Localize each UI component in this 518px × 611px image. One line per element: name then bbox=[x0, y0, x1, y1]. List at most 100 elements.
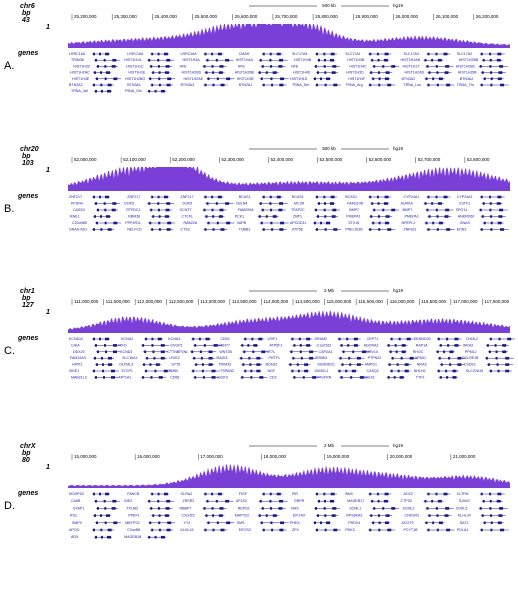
gene-exon bbox=[157, 499, 160, 503]
gene-exon bbox=[145, 337, 148, 341]
gene-exon bbox=[482, 58, 485, 62]
gene-exon bbox=[158, 71, 161, 74]
gene-label: HIST1H1D bbox=[290, 77, 308, 81]
gene-label: AP1S2 bbox=[236, 499, 247, 503]
gene-exon bbox=[338, 337, 341, 341]
gene-label: MOSPD2 bbox=[69, 492, 84, 496]
gene-exon bbox=[270, 77, 273, 81]
gene-label: LRIF1 bbox=[267, 337, 277, 341]
gene-exon bbox=[157, 202, 160, 205]
gene-exon bbox=[497, 221, 502, 225]
gene-exon bbox=[424, 202, 427, 205]
gene-exon bbox=[497, 52, 502, 56]
gene-exon bbox=[99, 492, 101, 496]
gene-exon bbox=[324, 228, 327, 231]
gene-exon bbox=[96, 77, 98, 81]
gene-exon bbox=[204, 195, 207, 199]
gene-exon bbox=[208, 350, 213, 354]
gene-exon bbox=[95, 344, 97, 347]
gene-exon bbox=[250, 369, 253, 373]
gene-exon bbox=[149, 77, 152, 81]
gene-exon bbox=[269, 499, 272, 503]
gene-exon bbox=[500, 228, 505, 231]
gene-exon bbox=[394, 344, 397, 347]
gene-exon bbox=[353, 337, 358, 341]
gene-exon bbox=[436, 528, 439, 532]
gene-label: IGSF3 bbox=[217, 375, 227, 379]
gene-label: EDN3 bbox=[457, 227, 467, 231]
gene-exon bbox=[377, 58, 380, 62]
chrom-label: chr20 bbox=[20, 146, 39, 153]
gene-exon bbox=[104, 507, 107, 510]
gene-exon bbox=[304, 369, 309, 373]
gene-label: KCNA3 bbox=[168, 337, 180, 341]
gene-exon bbox=[251, 337, 254, 341]
gene-exon bbox=[446, 376, 449, 379]
gene-label: ACE2 bbox=[404, 492, 413, 496]
gene-exon bbox=[306, 337, 311, 341]
gene-label: SLC17A1 bbox=[345, 52, 360, 56]
gene-exon bbox=[448, 356, 451, 360]
gene-label: PDK3 bbox=[345, 528, 354, 532]
gene-exon bbox=[309, 350, 314, 354]
gene-exon bbox=[258, 514, 261, 517]
gene-exon bbox=[149, 221, 152, 225]
gene-exon bbox=[457, 363, 462, 366]
gene-label: ATP1A1 bbox=[118, 375, 131, 379]
gene-exon bbox=[205, 514, 208, 517]
gene-exon bbox=[348, 356, 351, 360]
gene-exon bbox=[432, 521, 435, 525]
gene-exon bbox=[152, 514, 155, 517]
gene-exon bbox=[102, 363, 104, 366]
gene-exon bbox=[323, 65, 326, 68]
gene-exon bbox=[302, 376, 305, 379]
gene-exon bbox=[424, 58, 427, 62]
gene-label: TFAP2C bbox=[291, 208, 305, 212]
assembly-label: hg19 bbox=[393, 3, 404, 8]
gene-exon bbox=[498, 71, 503, 74]
gene-label: FAM19A3 bbox=[70, 356, 86, 360]
gene-exon bbox=[104, 344, 106, 347]
gene-label: FAM210B bbox=[347, 201, 363, 205]
gene-label: BTN3A2 bbox=[460, 77, 474, 81]
gene-exon bbox=[350, 376, 353, 379]
gene-exon bbox=[481, 215, 484, 218]
gene-exon bbox=[426, 507, 429, 510]
gene-label: ACOT9 bbox=[402, 521, 414, 525]
gene-label: CAPZA1 bbox=[319, 350, 333, 354]
gene-exon bbox=[107, 228, 112, 231]
gene-label: ZRSR2 bbox=[183, 499, 195, 503]
gene-exon bbox=[142, 376, 145, 379]
gene-exon bbox=[249, 363, 252, 366]
gene-exon bbox=[152, 71, 155, 74]
gene-exon bbox=[111, 208, 116, 212]
gene-exon bbox=[320, 521, 322, 525]
gene-exon bbox=[96, 521, 98, 525]
gene-exon bbox=[205, 337, 210, 341]
gene-exon bbox=[437, 58, 442, 62]
gene-exon bbox=[370, 71, 373, 74]
tick-label: 111,500,000 bbox=[106, 299, 131, 304]
gene-exon bbox=[370, 514, 373, 517]
gene-label: VAPB bbox=[237, 221, 247, 225]
gene-exon bbox=[497, 492, 502, 496]
gene-label: HIST1H2AB bbox=[401, 58, 421, 62]
gene-exon bbox=[106, 71, 110, 74]
gene-label: ZFX bbox=[292, 528, 299, 532]
gene-exon bbox=[481, 514, 484, 517]
gene-exon bbox=[369, 492, 372, 496]
gene-exon bbox=[376, 195, 379, 199]
bp-label: bp bbox=[22, 153, 31, 160]
gene-label: PPP4R1L bbox=[125, 221, 141, 225]
tick-label: 52,000,000 bbox=[74, 157, 97, 162]
gene-exon bbox=[371, 499, 374, 503]
gene-exon bbox=[432, 77, 435, 81]
gene-exon bbox=[298, 337, 301, 341]
gene-exon bbox=[445, 65, 450, 68]
tick-label: 19,000,000 bbox=[327, 454, 350, 459]
gene-exon bbox=[435, 52, 438, 56]
gene-label: PHTF1 bbox=[268, 356, 279, 360]
gene-label: LRRC16A bbox=[127, 52, 144, 56]
